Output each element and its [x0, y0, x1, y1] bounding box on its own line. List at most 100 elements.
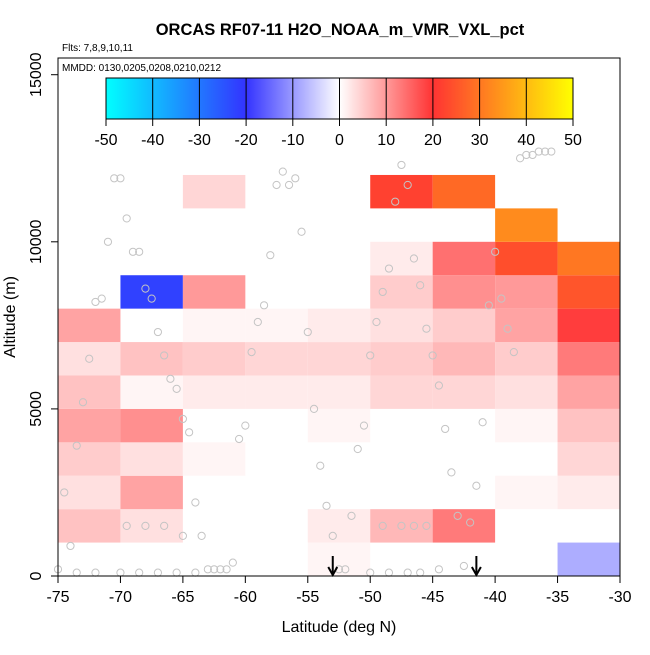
obs-point: [103, 237, 113, 246]
heatmap-cell: [182, 174, 246, 209]
obs-point: [147, 294, 156, 303]
heatmap-cell: [120, 275, 183, 309]
heatmap-cell: [370, 342, 433, 376]
obs-point: [284, 180, 294, 190]
heatmap-cell: [182, 308, 246, 343]
heatmap-cell: [58, 375, 121, 409]
obs-point: [278, 167, 287, 176]
heatmap-cell: [370, 308, 433, 343]
x-tick-label: -60: [234, 589, 257, 606]
x-axis: -75 -70 -65 -60 -55 -50 -45 -40 -35 -30: [46, 576, 632, 606]
heatmap-cell: [432, 241, 496, 276]
heatmap-cell: [245, 408, 308, 443]
obs-point: [409, 521, 419, 530]
x-tick-label: -30: [608, 589, 631, 606]
obs-point: [384, 264, 394, 273]
obs-point: [259, 301, 269, 310]
obs-point: [359, 421, 369, 430]
heatmap-cell: [495, 208, 558, 242]
colorbar-tick-lines: [105, 78, 574, 126]
arrow-head: [471, 566, 482, 578]
obs-point: [241, 421, 250, 430]
obs-point: [197, 531, 206, 540]
x-tick-label: -65: [171, 589, 194, 606]
heatmap-cell: [58, 342, 121, 376]
obs-point: [128, 247, 138, 256]
heatmap-cell: [120, 475, 183, 510]
heatmap-cell: [307, 408, 371, 443]
chart-title: ORCAS RF07-11 H2O_NOAA_m_VMR_VXL_pct: [156, 21, 525, 39]
obs-point: [416, 281, 425, 290]
heatmap-cell: [557, 375, 620, 409]
heatmap-cell: [370, 375, 433, 409]
obs-point: [322, 501, 331, 510]
obs-point: [515, 154, 525, 163]
x-tick-label: -70: [109, 589, 132, 606]
heatmap-cell: [245, 308, 308, 343]
obs-point: [497, 294, 506, 303]
heatmap-cell: [495, 275, 558, 309]
obs-point: [135, 247, 144, 256]
obs-point: [122, 521, 131, 530]
heatmap-cell: [120, 342, 183, 376]
obs-point: [303, 327, 312, 337]
x-tick-label: -35: [546, 589, 569, 606]
colorbar-tick-label: 10: [377, 132, 395, 149]
heatmap-cell: [495, 241, 558, 276]
obs-point: [441, 424, 450, 434]
plot-frame: [57, 57, 621, 577]
heatmap-cell: [432, 174, 496, 209]
obs-point: [503, 324, 512, 333]
heatmap-cell: [557, 408, 620, 443]
obs-point: [378, 521, 387, 530]
x-axis-label: Latitude (deg N): [282, 619, 397, 636]
obs-point: [60, 488, 69, 497]
obs-point: [178, 414, 187, 424]
heatmap-cell: [370, 174, 433, 209]
heatmap-cell: [307, 308, 371, 343]
latitude-arrows: [327, 556, 482, 578]
obs-point: [85, 354, 94, 363]
obs-point: [509, 347, 518, 357]
heatmap-cell: [58, 308, 121, 343]
obs-point: [478, 418, 487, 427]
flights-label: Flts: 7,8,9,10,11: [62, 43, 133, 54]
heatmap-cell: [58, 509, 121, 543]
heatmap-cell: [307, 509, 371, 543]
heatmap-cell: [557, 241, 620, 276]
y-tick-label: 15000: [28, 52, 45, 97]
heatmap-cell: [370, 509, 433, 543]
obs-point: [366, 351, 375, 360]
colorbar-tick-label: -50: [94, 132, 117, 149]
heatmap-cell: [307, 342, 371, 376]
heatmap-cell: [120, 408, 183, 443]
obs-point: [141, 521, 150, 530]
y-axis: 0 5000 10000 15000: [28, 52, 58, 580]
heatmap-cell: [58, 475, 121, 510]
heatmap-cell: [557, 308, 620, 343]
y-axis-label: Altitude (m): [2, 276, 19, 358]
colorbar-tick-labels: -50 -40 -30 -20 -10 0 10 20 30 40 50: [94, 132, 582, 149]
heatmap-cell: [307, 542, 371, 576]
y-tick-label: 10000: [28, 219, 45, 264]
plot-area: [53, 57, 621, 578]
heatmap-cell: [432, 342, 496, 376]
obs-point: [178, 531, 187, 540]
obs-point: [166, 374, 175, 383]
obs-point: [466, 518, 475, 527]
colorbar-tick-label: 0: [335, 132, 344, 149]
obs-point: [228, 558, 237, 567]
heatmap-cell: [432, 509, 496, 543]
heatmap-cell: [182, 375, 246, 409]
obs-point: [272, 180, 281, 190]
heatmap-cell: [58, 408, 121, 443]
obs-point: [172, 384, 181, 393]
obs-point: [297, 227, 306, 236]
obs-point: [91, 297, 100, 307]
colorbar-tick-label: -20: [235, 132, 258, 149]
colorbar: -50 -40 -30 -20 -10 0 10 20 30 40 50: [94, 77, 582, 149]
colorbar-tick-label: 20: [424, 132, 442, 149]
obs-point: [216, 565, 225, 574]
heatmap-cell: [120, 509, 183, 543]
